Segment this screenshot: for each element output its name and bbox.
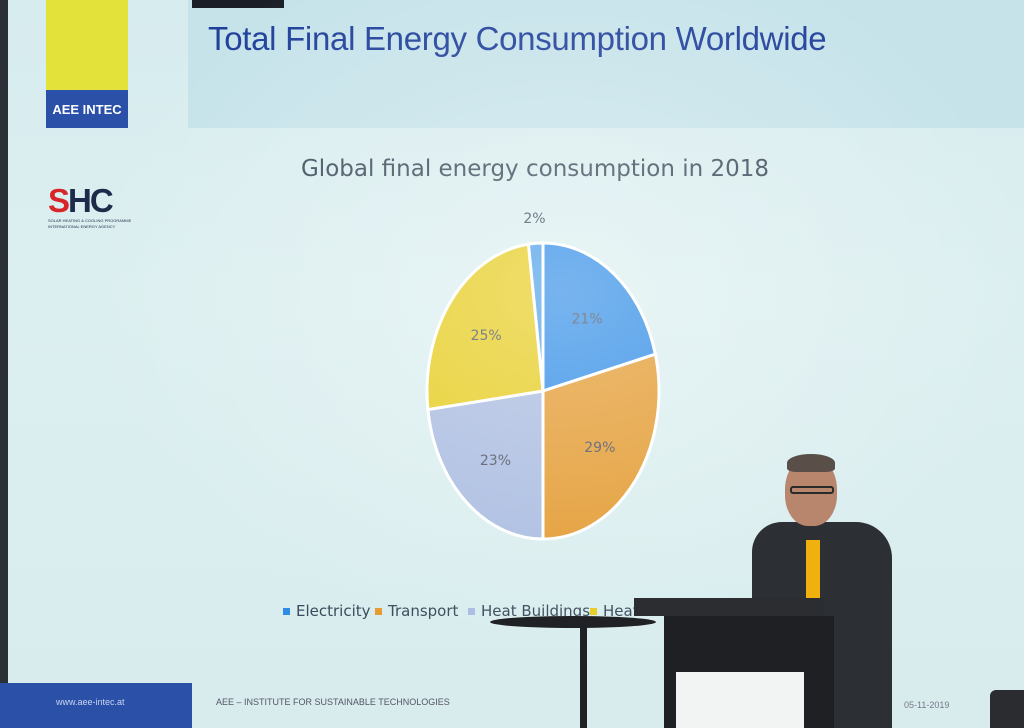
- shc-logo-line2: INTERNATIONAL ENERGY AGENCY: [48, 224, 116, 229]
- pie-label-transport: 29%: [584, 440, 615, 456]
- shc-logo-mark: SHC: [48, 182, 114, 219]
- pie-slice-other: [526, 241, 545, 392]
- speaker-glasses: [790, 486, 834, 494]
- side-table-leg: [580, 626, 587, 728]
- legend-swatch-heat-industry: [590, 608, 597, 615]
- legend-item-transport: Transport: [375, 602, 458, 620]
- aee-intec-logo: AEE INTEC: [46, 90, 128, 128]
- shc-logo-line1: SOLAR HEATING & COOLING PROGRAMME: [48, 218, 132, 223]
- legend-swatch-heat-buildings: [468, 608, 475, 615]
- legend-swatch-electricity: [283, 608, 290, 615]
- legend-label-transport: Transport: [388, 602, 459, 620]
- slide-title: Total Final Energy Consumption Worldwide: [208, 20, 827, 57]
- pie-label-other: 2%: [523, 211, 545, 227]
- podium-top: [634, 598, 824, 616]
- pie-slice-transport: [541, 352, 661, 541]
- pie-label-electricity: 21%: [572, 311, 603, 327]
- shc-logo: SHC SOLAR HEATING & COOLING PROGRAMME IN…: [48, 184, 144, 244]
- slide-edge-shadow: [0, 0, 8, 728]
- side-table-top: [490, 616, 656, 628]
- legend-item-heat-buildings: Heat Buildings: [468, 602, 590, 620]
- podium-screen: [676, 672, 804, 728]
- legend-label-electricity: Electricity: [296, 602, 371, 620]
- pie-label-heat-buildings: 23%: [480, 453, 511, 469]
- footer-institute: AEE – INSTITUTE FOR SUSTAINABLE TECHNOLO…: [216, 697, 450, 707]
- pie-slice-heat-industry: [425, 242, 545, 412]
- pie-slice-heat-buildings: [426, 389, 545, 541]
- legend-swatch-transport: [375, 608, 382, 615]
- speaker-tie: [806, 540, 820, 608]
- aee-logo-yellow-block: [46, 0, 128, 90]
- legend-item-electricity: Electricity: [283, 602, 371, 620]
- pie-label-heat-industry: 25%: [471, 328, 502, 344]
- chart-title: Global final energy consumption in 2018: [300, 156, 770, 182]
- footer-url: www.aee-intec.at: [56, 697, 125, 707]
- footer-date: 05-11-2019: [904, 700, 950, 710]
- footer-blue-band: [0, 683, 192, 728]
- speaker-hair: [787, 454, 835, 472]
- chair-corner: [990, 690, 1024, 728]
- title-tab: [192, 0, 284, 8]
- title-band: [188, 0, 1024, 128]
- legend-label-heat-buildings: Heat Buildings: [481, 602, 591, 620]
- pie-slice-electricity: [541, 241, 658, 394]
